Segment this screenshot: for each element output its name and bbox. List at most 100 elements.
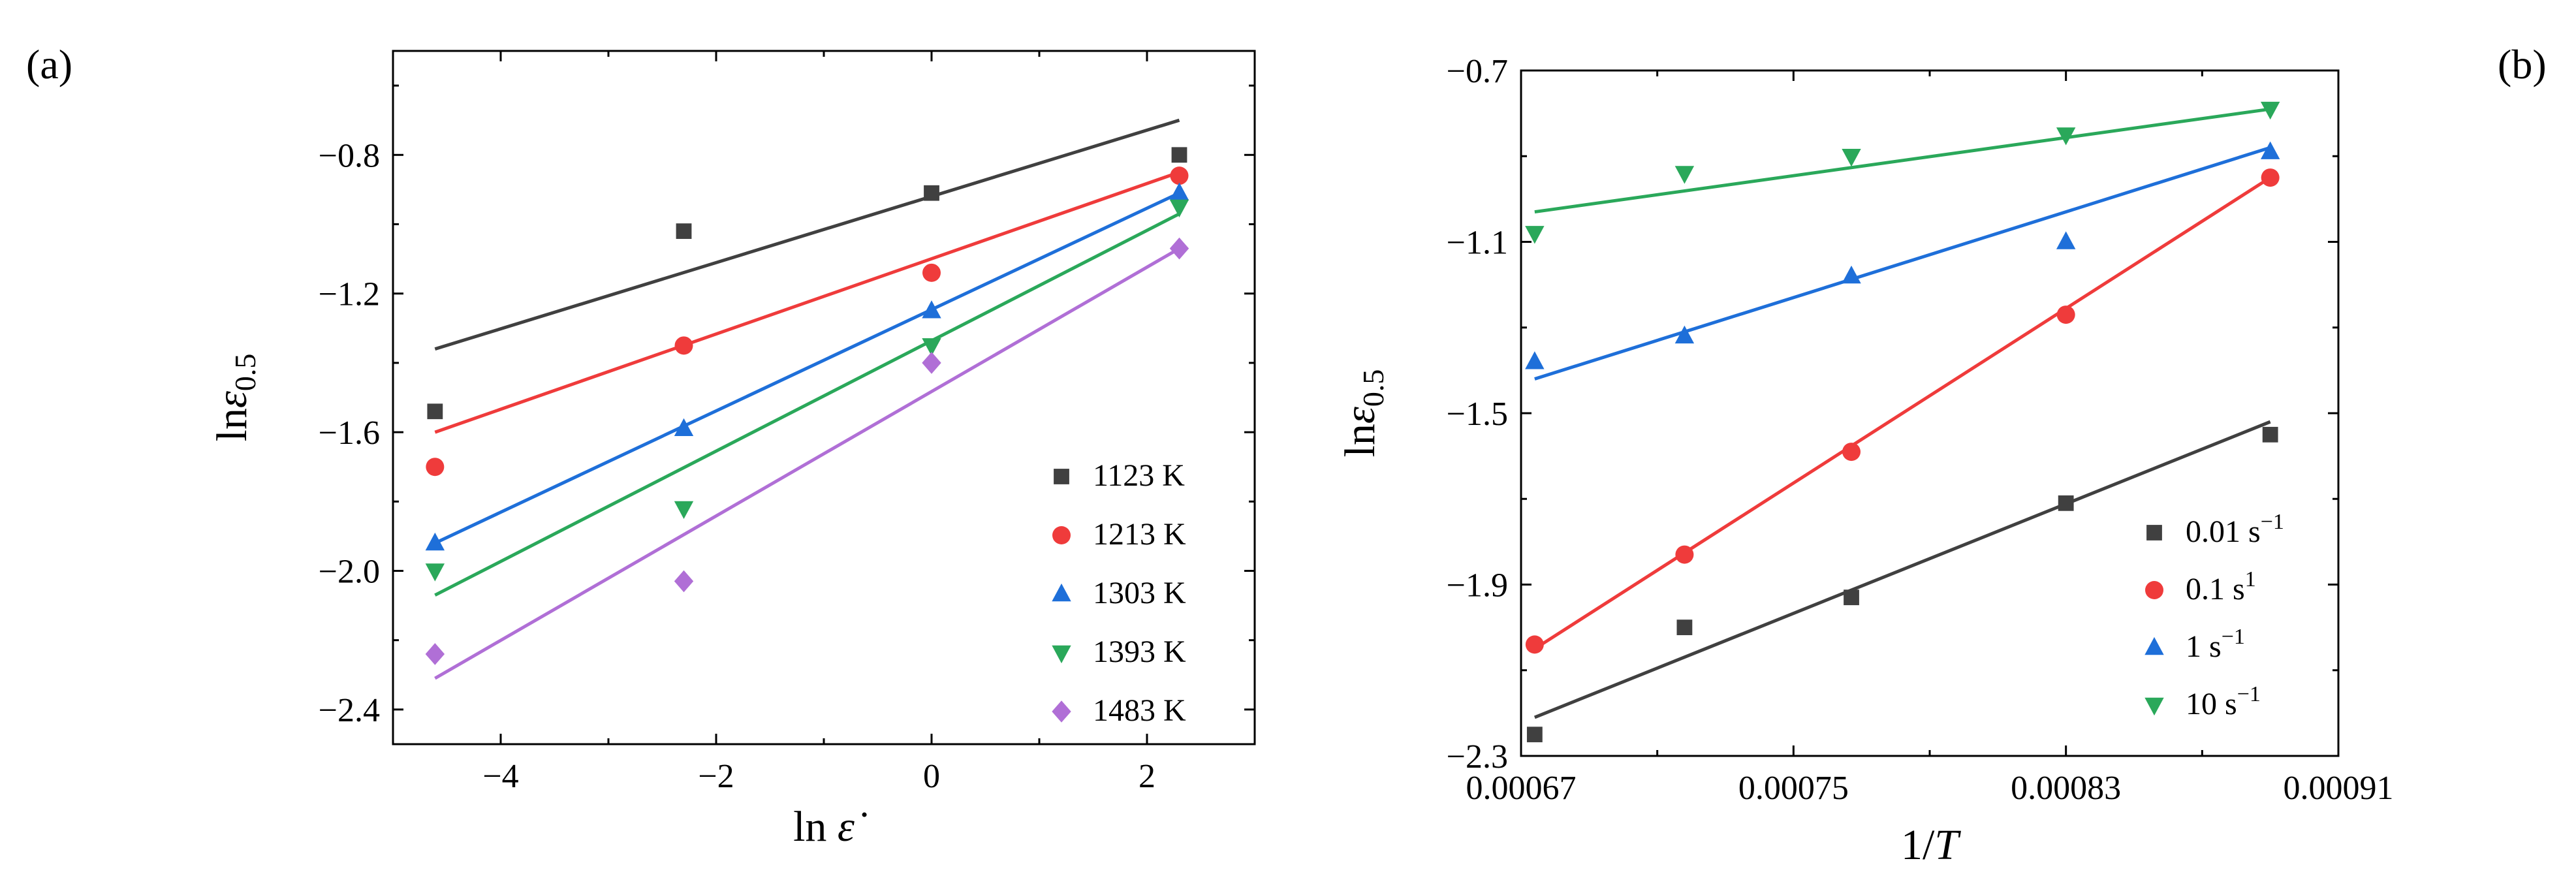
panel-tag-b: (b): [2498, 41, 2547, 87]
panel-a-x-tick-label: 2: [1139, 758, 1155, 795]
panel-a-series-1303-k-point: [922, 300, 941, 319]
panel-a-legend: 1123 K 1213 K 1303 K 1393 K 1483 K: [1052, 458, 1186, 728]
panel-a-series-1213-k: [426, 166, 1189, 477]
panel-b-series-10-s-1-point: [1842, 149, 1861, 167]
panel-b-series-0-01-s-1-point: [2058, 495, 2074, 511]
panel-b-legend-item-10-s-1-label: 10 s−1: [2186, 682, 2261, 721]
panel-b-series-0-01-s-1-point: [2262, 426, 2278, 443]
panel-a-legend-item-1393-k-marker: [1052, 645, 1071, 664]
panel-a-x-axis-title: ln ε̇: [793, 803, 867, 851]
panel-a-series-1393-k-fit-line: [434, 212, 1180, 597]
panel-a-series-1303-k: [425, 182, 1189, 551]
panel-b-series-10-s-1-point: [2260, 101, 2280, 120]
panel-b-legend-item-0-01-s-1-marker: [2146, 525, 2162, 540]
panel-a-legend-item-1213-k-label: 1213 K: [1093, 517, 1186, 552]
panel-a-legend-item-1303-k-label: 1303 K: [1093, 576, 1186, 610]
panel-a-legend-item-1213-k-marker: [1052, 526, 1071, 544]
panel-a-series-1393-k-point: [1169, 199, 1189, 218]
panel-a-series-1303-k-point: [1169, 182, 1189, 200]
panel-b-series-1-s-1-point: [1842, 265, 1861, 284]
panel-b-y-axis-title: lnε0.5: [1336, 369, 1390, 458]
panel-a-series-1123-k-point: [1171, 147, 1187, 163]
panel-a-series-1213-k-point: [1170, 166, 1189, 185]
panel-b-series-0-1-s1-point: [2056, 306, 2075, 324]
panel-b-series-0-01-s-1-point: [1526, 727, 1543, 743]
chart-panel-a: −4 −2 0 2 −0.8 −1.2 −1.6 −2.0 −2.4 1123 K 1213 K 13…: [208, 50, 1256, 851]
panel-b-x-tick-label: 0.00083: [2011, 770, 2121, 807]
panel-b-series-10-s-1-point: [1674, 166, 1695, 184]
panel-b-legend-item-1-s-1-label: 1 s−1: [2186, 625, 2245, 664]
panel-b-legend-item-1-s-1-marker: [2144, 636, 2164, 655]
panel-a-legend-item-1123-k-label: 1123 K: [1093, 458, 1185, 493]
panel-b-y-tick-label: −1.1: [1447, 225, 1508, 262]
panel-b-x-tick-label: 0.00091: [2284, 770, 2394, 807]
panel-a-series-1123-k: [427, 118, 1187, 420]
panel-a-legend-item-1123-k-marker: [1054, 469, 1069, 484]
panel-b-series-0-1-s1-point: [1525, 635, 1544, 654]
panel-b-series-1-s-1-fit-line: [1534, 146, 2271, 381]
panel-a-series-1123-k-point: [924, 185, 939, 201]
panel-b-series-10-s-1: [1525, 101, 2280, 244]
panel-a-y-axis-title: lnε0.5: [208, 354, 262, 442]
panel-b-legend-item-0-1-s1-marker: [2145, 581, 2163, 599]
panel-a-series-1483-k-fit-line: [434, 247, 1180, 680]
panel-b-series-1-s-1-point: [1525, 351, 1545, 369]
panel-a-series-1303-k-point: [674, 418, 694, 436]
panel-b-series-0-01-s-1-point: [1676, 619, 1693, 636]
panel-b-series-0-1-s1-point: [1842, 443, 1861, 462]
panel-a-y-tick-label: −2.4: [319, 692, 380, 729]
panel-b-legend: 0.01 s−1 0.1 s1 1 s−1 10 s−1: [2144, 510, 2284, 721]
panel-b-series-1-s-1-point: [1674, 325, 1695, 344]
panel-b-y-tick-label: −1.9: [1447, 567, 1508, 604]
panel-a-series-1393-k-point: [922, 338, 941, 356]
panel-a-legend-item-1393-k-label: 1393 K: [1093, 634, 1186, 669]
panel-a-y-tick-label: −0.8: [319, 137, 380, 174]
panel-b-series-0-01-s-1-point: [1844, 589, 1859, 606]
panel-b-series-1-s-1-point: [2056, 231, 2076, 249]
panel-b-y-tick-label: −1.5: [1447, 396, 1508, 433]
panel-a-legend-item-1483-k-marker: [1052, 700, 1071, 723]
panel-b-x-tick-label: 0.00067: [1466, 770, 1577, 807]
panel-a-y-tick-label: −1.6: [319, 415, 380, 452]
panel-a-legend-item-1483-k-label: 1483 K: [1093, 693, 1186, 728]
panel-a-series-1213-k-point: [674, 336, 693, 355]
panel-a-series-1483-k: [425, 237, 1189, 680]
panel-a-series-1213-k-point: [426, 458, 445, 477]
panel-a-legend-item-1303-k-marker: [1052, 583, 1071, 602]
panel-a-series-1393-k-point: [674, 501, 694, 520]
chart-panel-b: 0.00067 0.00075 0.00083 0.00091 −0.7 −1.1 −1.5…: [1336, 53, 2394, 869]
panel-b-y-tick-label: −2.3: [1447, 738, 1508, 776]
panel-b-legend-item-0-1-s1-label: 0.1 s1: [2186, 567, 2256, 606]
panel-b-series-0-01-s-1: [1526, 420, 2278, 743]
panel-b-legend-item-0-01-s-1-label: 0.01 s−1: [2186, 510, 2284, 549]
panel-b-series-0-1-s1-point: [2261, 168, 2280, 187]
panel-b-y-tick-label: −0.7: [1447, 53, 1508, 90]
panel-b-series-10-s-1-fit-line: [1534, 107, 2271, 214]
panel-a-x-tick-label: −4: [482, 758, 518, 795]
panel-a-series-1213-k-fit-line: [434, 170, 1180, 434]
panel-a-x-tick-label: 0: [923, 758, 940, 795]
panel-b-series-1-s-1: [1525, 141, 2280, 381]
panel-a-series-1393-k-point: [425, 563, 445, 582]
panel-a-y-tick-label: −1.2: [319, 276, 380, 313]
panel-tag-a: (a): [26, 41, 72, 87]
panel-a-series-1483-k-point: [922, 352, 941, 374]
panel-b-x-tick-label: 0.00075: [1738, 770, 1849, 807]
panel-b-series-0-1-s1: [1525, 168, 2280, 654]
panel-a-x-tick-label: −2: [698, 758, 734, 795]
panel-b-series-0-1-s1-fit-line: [1533, 176, 2272, 651]
panel-a-series-1483-k-point: [1169, 237, 1189, 260]
panel-a-series-1123-k-fit-line: [434, 118, 1180, 351]
panel-b-series-0-1-s1-point: [1675, 545, 1694, 564]
panel-a-series-1483-k-point: [425, 643, 445, 665]
panel-a-series-1123-k-point: [427, 403, 443, 420]
panel-b-x-axis-title: 1/T: [1901, 821, 1961, 869]
panel-a-y-tick-label: −2.0: [319, 554, 380, 591]
panel-a-series-1393-k: [425, 199, 1189, 597]
panel-b-series-1-s-1-point: [2260, 141, 2280, 159]
panel-b-series-0-01-s-1-fit-line: [1533, 420, 2271, 719]
panel-a-series-1303-k-point: [425, 532, 445, 551]
panel-a-series-1123-k-point: [676, 223, 692, 240]
